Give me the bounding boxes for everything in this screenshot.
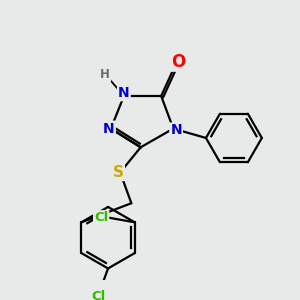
Text: Cl: Cl [94,211,108,224]
Text: H: H [100,68,110,81]
Text: N: N [170,124,182,137]
Text: N: N [103,122,115,136]
Text: S: S [113,165,124,180]
Text: O: O [171,52,185,70]
Text: N: N [118,86,130,100]
Text: Cl: Cl [92,290,106,300]
